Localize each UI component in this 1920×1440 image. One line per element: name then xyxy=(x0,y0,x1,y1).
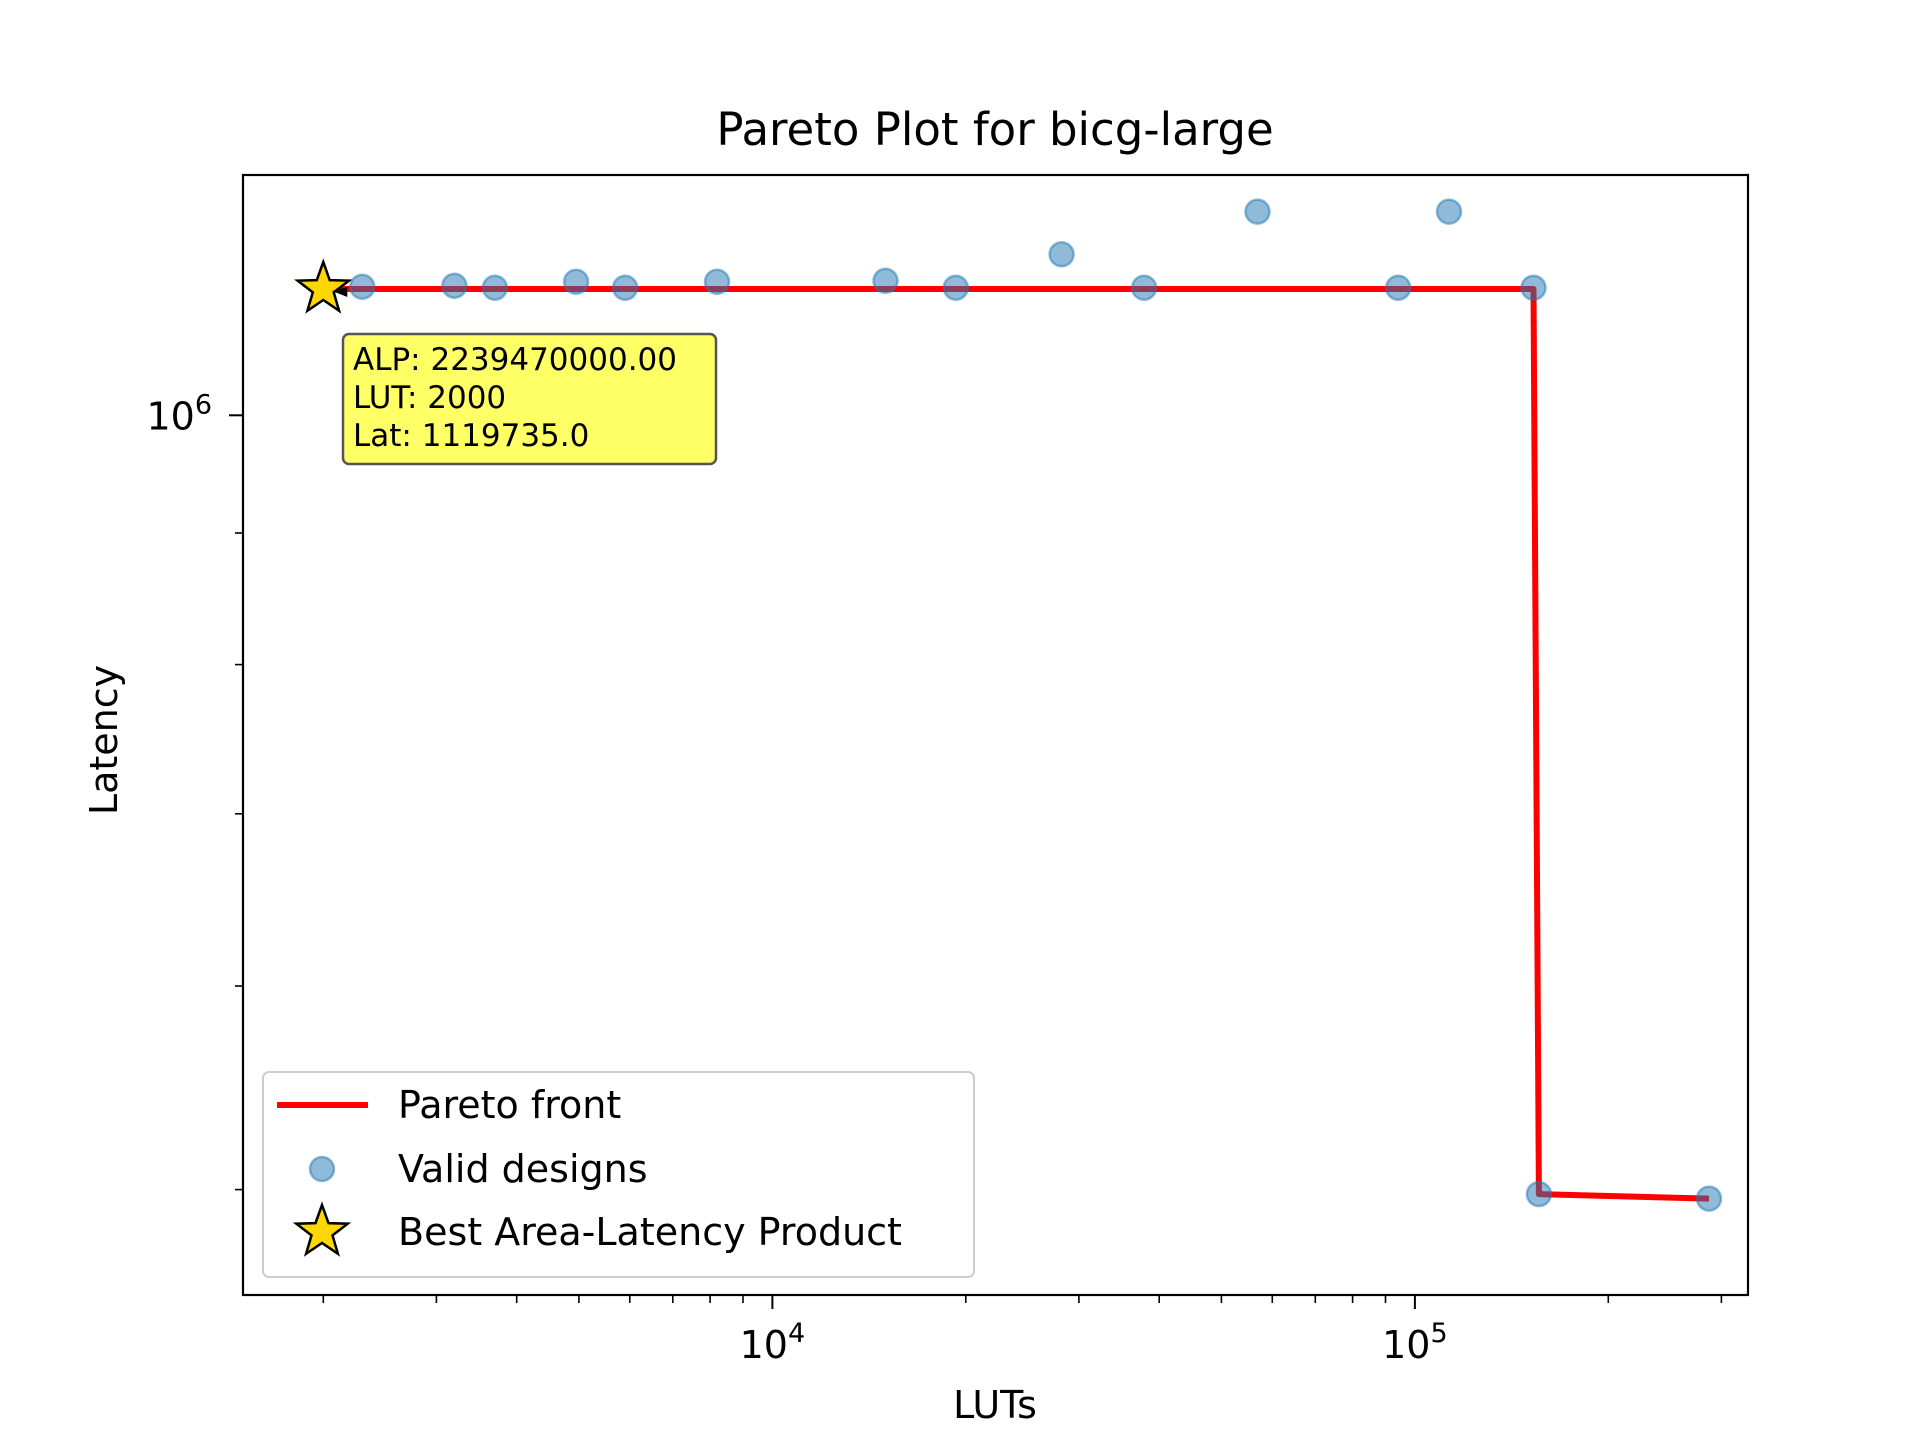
legend-label-best-alp: Best Area-Latency Product xyxy=(398,1210,902,1254)
valid-design-point-2 xyxy=(481,274,509,301)
best-alp-star-icon xyxy=(294,258,353,314)
plot-area xyxy=(294,198,1723,1212)
valid-design-point-9 xyxy=(1130,274,1158,301)
valid-design-point-3 xyxy=(562,268,590,295)
y-tick-label-0: 106 xyxy=(146,389,212,438)
chart-title: Pareto Plot for bicg-large xyxy=(716,103,1273,156)
legend-swatch-star-icon xyxy=(292,1201,352,1257)
legend-star-icon xyxy=(292,1201,352,1257)
x-axis-ticks: 104 105 xyxy=(322,1295,1723,1367)
valid-design-point-0 xyxy=(349,273,376,300)
legend-label-pareto-front: Pareto front xyxy=(398,1083,621,1127)
valid-design-point-14 xyxy=(1525,1180,1553,1208)
valid-design-point-6 xyxy=(872,267,899,295)
plot-frame xyxy=(241,173,1750,1297)
pareto-front-line xyxy=(323,286,1710,1202)
alp-annotation: ALP: 2239470000.00 LUT: 2000 Lat: 111973… xyxy=(341,332,718,466)
valid-design-point-15 xyxy=(1695,1185,1723,1212)
valid-design-point-5 xyxy=(703,268,731,295)
annotation-line-alp: ALP: 2239470000.00 xyxy=(353,342,677,378)
valid-design-point-7 xyxy=(942,274,970,301)
legend-swatch-valid-designs xyxy=(308,1155,336,1183)
x-axis-label: LUTs xyxy=(953,1383,1037,1427)
pareto-front-layer xyxy=(323,286,1710,1202)
valid-design-point-11 xyxy=(1384,274,1412,301)
valid-design-point-10 xyxy=(1244,198,1271,225)
valid-design-point-12 xyxy=(1435,198,1463,225)
y-axis-ticks: 106 xyxy=(146,389,243,1191)
legend-label-valid-designs: Valid designs xyxy=(398,1147,648,1191)
annotation-box xyxy=(341,332,718,466)
annotation-arrow xyxy=(332,286,348,297)
valid-design-point-8 xyxy=(1048,241,1075,268)
legend: Pareto front Valid designs Best Area-Lat… xyxy=(262,1071,975,1278)
valid-design-point-13 xyxy=(1520,274,1547,301)
best-alp-layer xyxy=(294,258,353,314)
annotation-line-lat: Lat: 1119735.0 xyxy=(353,418,589,454)
valid-design-point-1 xyxy=(441,272,468,299)
x-tick-label-0: 104 xyxy=(740,1318,806,1367)
annotation-line-lut: LUT: 2000 xyxy=(353,380,506,416)
y-axis-label: Latency xyxy=(82,665,126,815)
x-tick-label-1: 105 xyxy=(1382,1318,1448,1367)
valid-designs-layer xyxy=(349,198,1723,1212)
legend-box xyxy=(262,1071,975,1278)
valid-design-point-4 xyxy=(611,274,639,301)
